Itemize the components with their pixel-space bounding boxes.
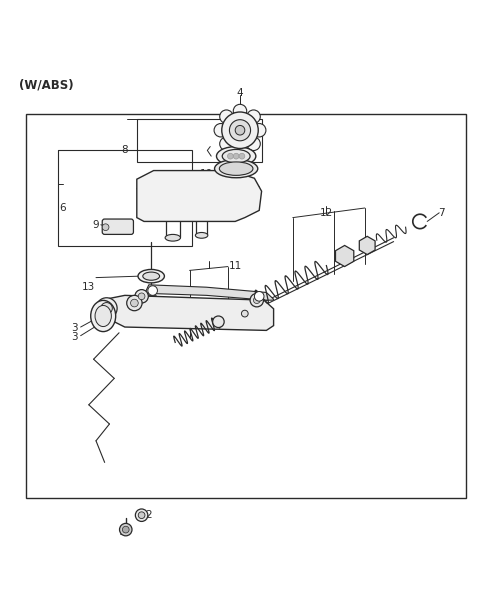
Circle shape: [101, 303, 112, 314]
Circle shape: [122, 527, 129, 533]
Circle shape: [131, 299, 138, 307]
Circle shape: [239, 153, 245, 159]
Text: (W/ABS): (W/ABS): [19, 78, 74, 91]
Ellipse shape: [165, 235, 180, 241]
Circle shape: [120, 523, 132, 536]
Text: 11: 11: [228, 261, 242, 271]
Circle shape: [254, 291, 264, 301]
Ellipse shape: [138, 269, 164, 283]
Circle shape: [235, 125, 245, 135]
Ellipse shape: [91, 300, 116, 331]
Circle shape: [102, 224, 109, 230]
Circle shape: [241, 310, 248, 317]
Text: 3: 3: [71, 331, 78, 342]
Text: 1: 1: [119, 527, 126, 537]
Polygon shape: [336, 246, 354, 266]
Ellipse shape: [222, 150, 250, 163]
Circle shape: [220, 137, 233, 151]
Bar: [26, 114, 466, 499]
Text: 9: 9: [93, 220, 99, 230]
Circle shape: [135, 509, 148, 522]
Circle shape: [96, 298, 117, 319]
Text: 10: 10: [200, 170, 213, 179]
Circle shape: [213, 316, 224, 328]
Ellipse shape: [219, 162, 253, 175]
Bar: [137, 119, 262, 162]
Ellipse shape: [195, 232, 208, 238]
Text: 6: 6: [59, 203, 66, 213]
Circle shape: [233, 153, 239, 159]
Circle shape: [148, 286, 157, 295]
Circle shape: [222, 112, 258, 148]
Bar: [58, 150, 192, 246]
Circle shape: [229, 120, 251, 141]
Circle shape: [127, 295, 142, 311]
Circle shape: [247, 137, 260, 151]
Circle shape: [138, 293, 145, 300]
Ellipse shape: [143, 272, 159, 280]
Circle shape: [228, 153, 233, 159]
Ellipse shape: [95, 305, 111, 326]
Polygon shape: [144, 285, 274, 300]
Text: 5: 5: [121, 304, 128, 314]
Circle shape: [214, 123, 228, 137]
Circle shape: [250, 294, 264, 307]
Polygon shape: [137, 171, 262, 221]
Polygon shape: [106, 295, 274, 330]
Circle shape: [252, 123, 266, 137]
Text: 8: 8: [121, 145, 128, 156]
Text: 13: 13: [82, 282, 96, 292]
Polygon shape: [360, 237, 375, 255]
Text: 12: 12: [320, 208, 333, 218]
Circle shape: [220, 110, 233, 123]
Circle shape: [135, 289, 148, 303]
Text: 2: 2: [145, 510, 152, 520]
Text: 7: 7: [438, 208, 445, 218]
Circle shape: [253, 297, 260, 303]
Ellipse shape: [215, 159, 258, 178]
Text: 3: 3: [71, 323, 78, 333]
FancyBboxPatch shape: [102, 219, 133, 235]
Ellipse shape: [216, 147, 256, 166]
Text: 4: 4: [237, 88, 243, 98]
Circle shape: [138, 512, 145, 519]
Circle shape: [247, 110, 260, 123]
Circle shape: [233, 143, 247, 156]
Circle shape: [233, 105, 247, 118]
